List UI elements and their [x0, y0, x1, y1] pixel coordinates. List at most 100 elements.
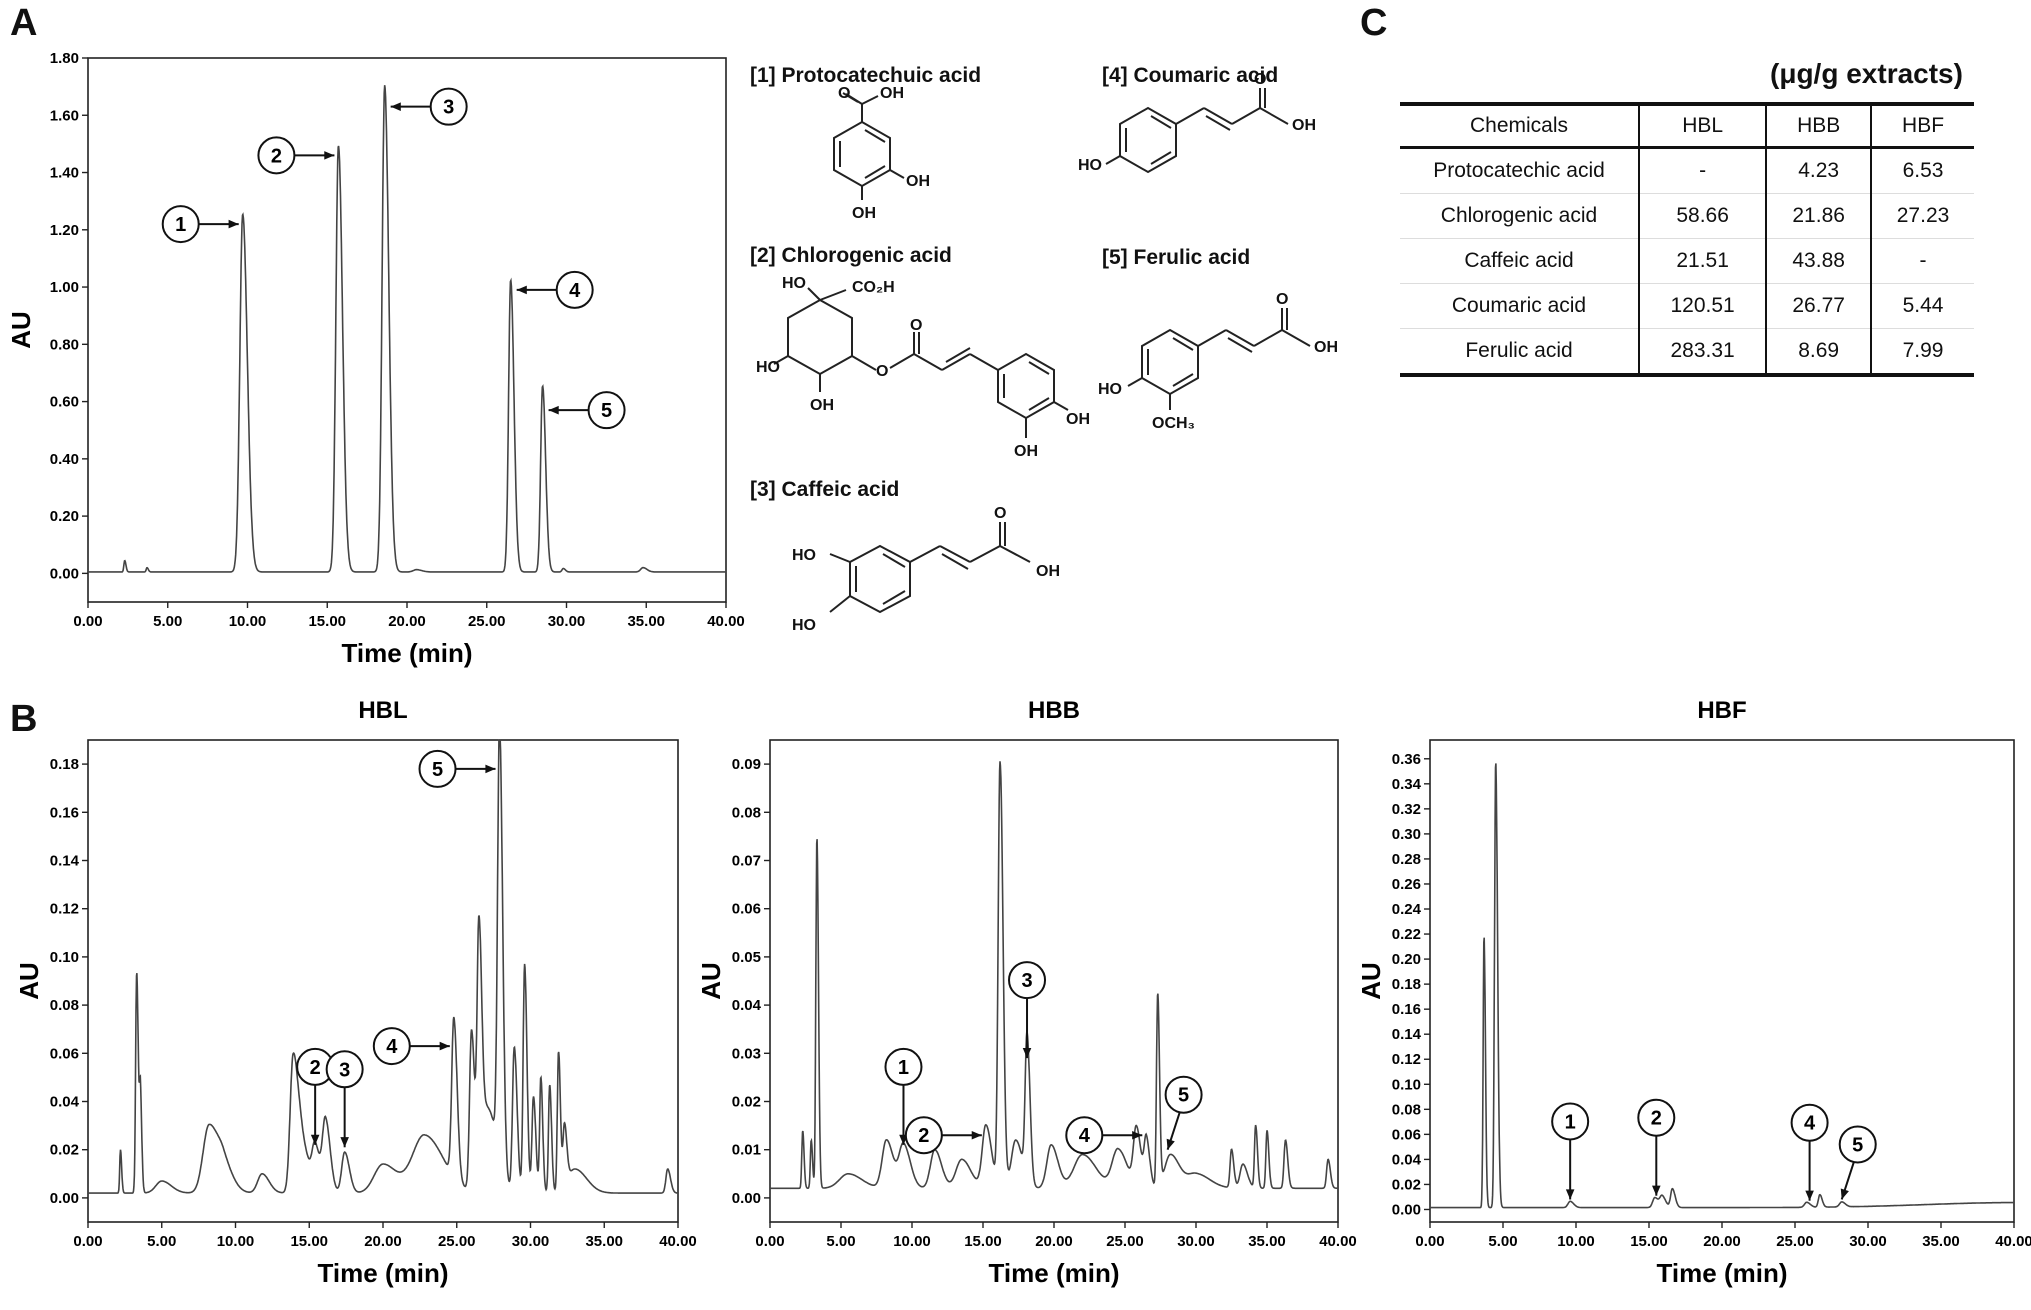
y-tick-label: 0.01 [732, 1142, 761, 1159]
x-tick-label: 5.00 [147, 1233, 176, 1250]
y-tick-label: 1.80 [50, 50, 79, 67]
table-row: Caffeic acid 21.51 43.88 - [1400, 238, 1974, 284]
peak-annotation-3: 3 [390, 87, 468, 126]
y-tick-label: 0.08 [732, 804, 761, 821]
peak-number-label: 2 [310, 1057, 321, 1079]
x-tick-label: 15.00 [290, 1233, 328, 1250]
table-cell: 283.31 [1637, 328, 1767, 377]
struct-label: HO [756, 359, 780, 376]
struct-label: O [876, 363, 888, 380]
header-hbf: HBF [1870, 102, 1974, 149]
chromatogram-trace [1430, 763, 2014, 1209]
y-tick-label: 0.00 [50, 1190, 79, 1207]
peak-number-circle [418, 749, 457, 788]
struct-label: HO [792, 547, 816, 564]
chromatogram-trace [88, 85, 726, 573]
chart-hbb: HBB 0.00 0.01 0.02 0.03 0.04 0.05 0.06 0.07 0.08 0… [696, 697, 1357, 1288]
peak-number-label: 1 [898, 1057, 909, 1079]
x-tick-label: 10.00 [893, 1233, 931, 1250]
arrow-head-icon [1840, 1188, 1849, 1200]
x-tick-label: 20.00 [388, 613, 426, 630]
compound-name-2: [2] Chlorogenic acid [750, 244, 952, 267]
panel-label-c: C [1360, 2, 1388, 44]
x-tick-label: 15.00 [308, 613, 346, 630]
peak-annotation-4: 4 [372, 1027, 450, 1066]
x-tick-label: 30.00 [1849, 1233, 1887, 1250]
peak-number-label: 5 [432, 759, 443, 781]
y-tick-label: 0.32 [1392, 801, 1421, 818]
table-cell: 58.66 [1637, 193, 1767, 239]
x-tick-label: 30.00 [548, 613, 586, 630]
peak-annotation-4: 4 [1790, 1103, 1829, 1201]
arrow-head-icon [228, 219, 239, 229]
peak-number-circle [884, 1047, 923, 1086]
y-tick-label: 0.06 [1392, 1126, 1421, 1143]
y-tick-label: 0.12 [50, 901, 79, 918]
peak-annotation-2: 2 [1637, 1098, 1676, 1196]
struct-label: O [838, 85, 850, 102]
arrow-head-icon [548, 405, 559, 415]
peak-number-label: 5 [601, 400, 612, 422]
y-tick-label: 0.30 [1392, 826, 1421, 843]
y-tick-label: 0.20 [1392, 951, 1421, 968]
struct-label: O [910, 317, 922, 334]
header-hbl: HBL [1637, 102, 1767, 149]
peak-number-circle [1065, 1116, 1104, 1155]
arrow-head-icon [439, 1041, 450, 1051]
peak-number-circle [1164, 1075, 1203, 1114]
peak-annotation-1: 1 [161, 205, 239, 244]
peak-number-circle [257, 136, 296, 175]
arrow-head-icon [390, 102, 401, 111]
arrow-head-icon [1022, 1047, 1032, 1059]
x-tick-label: 20.00 [1035, 1233, 1073, 1250]
arrow-head-icon [324, 151, 335, 160]
y-tick-label: 0.07 [732, 853, 761, 870]
peak-annotation-2: 2 [257, 136, 335, 175]
arrow-head-icon [340, 1137, 349, 1148]
table-header-row: Chemicals HBL HBB HBF [1400, 102, 1974, 149]
x-axis-label: Time (min) [989, 1258, 1120, 1288]
struct-label: HO [1078, 157, 1102, 174]
table-cell: - [1637, 147, 1767, 194]
peak-number-label: 4 [569, 280, 581, 302]
x-tick-label: 20.00 [364, 1233, 402, 1250]
peak-number-circle [429, 87, 468, 126]
y-tick-label: 0.03 [732, 1045, 761, 1062]
table-cell: 8.69 [1765, 328, 1872, 377]
peak-annotation-5: 5 [418, 749, 496, 788]
y-tick-label: 0.40 [50, 451, 79, 468]
y-tick-label: 0.12 [1392, 1051, 1421, 1068]
peak-number-circle [555, 270, 594, 309]
x-tick-label: 35.00 [585, 1233, 623, 1250]
peak-number-label: 5 [1852, 1134, 1863, 1156]
y-tick-label: 0.20 [50, 508, 79, 525]
x-tick-label: 10.00 [217, 1233, 255, 1250]
struct-label: OH [1014, 443, 1038, 460]
arrow-head-icon [1132, 1130, 1143, 1140]
table-cell: 7.99 [1870, 328, 1974, 377]
header-hbb: HBB [1765, 102, 1872, 149]
y-axis-label: AU [6, 311, 36, 349]
peak-number-circle [1790, 1103, 1829, 1142]
peak-annotation-4: 4 [1065, 1116, 1143, 1155]
table-row: Protocatechic acid - 4.23 6.53 [1400, 147, 1974, 194]
x-tick-label: 0.00 [1415, 1233, 1444, 1250]
table-cell: Chlorogenic acid [1400, 193, 1639, 239]
table-row: Ferulic acid 283.31 8.69 7.99 [1400, 328, 1974, 377]
x-tick-label: 40.00 [707, 613, 745, 630]
peak-number-circle [587, 391, 626, 430]
x-tick-label: 5.00 [1488, 1233, 1517, 1250]
peak-annotation-5: 5 [1164, 1075, 1203, 1151]
struct-label: O [1254, 71, 1266, 88]
peak-annotation-3: 3 [1008, 961, 1047, 1059]
arrow-head-icon [971, 1130, 982, 1140]
peak-annotation-3: 3 [325, 1050, 364, 1148]
struct-label: OH [1066, 411, 1090, 428]
x-tick-label: 20.00 [1703, 1233, 1741, 1250]
x-tick-label: 10.00 [1557, 1233, 1595, 1250]
chart-hbl: HBL 0.00 0.02 0.04 0.06 0.08 0.10 0.12 0.14 0.16 0… [14, 697, 697, 1288]
chart-a: 0.00 0.20 0.40 0.60 0.80 1.00 1.20 1.40 1.60 1.80… [6, 50, 745, 668]
y-tick-label: 0.09 [732, 756, 761, 773]
y-tick-label: 0.16 [50, 804, 79, 821]
y-tick-label: 0.14 [1392, 1026, 1422, 1043]
